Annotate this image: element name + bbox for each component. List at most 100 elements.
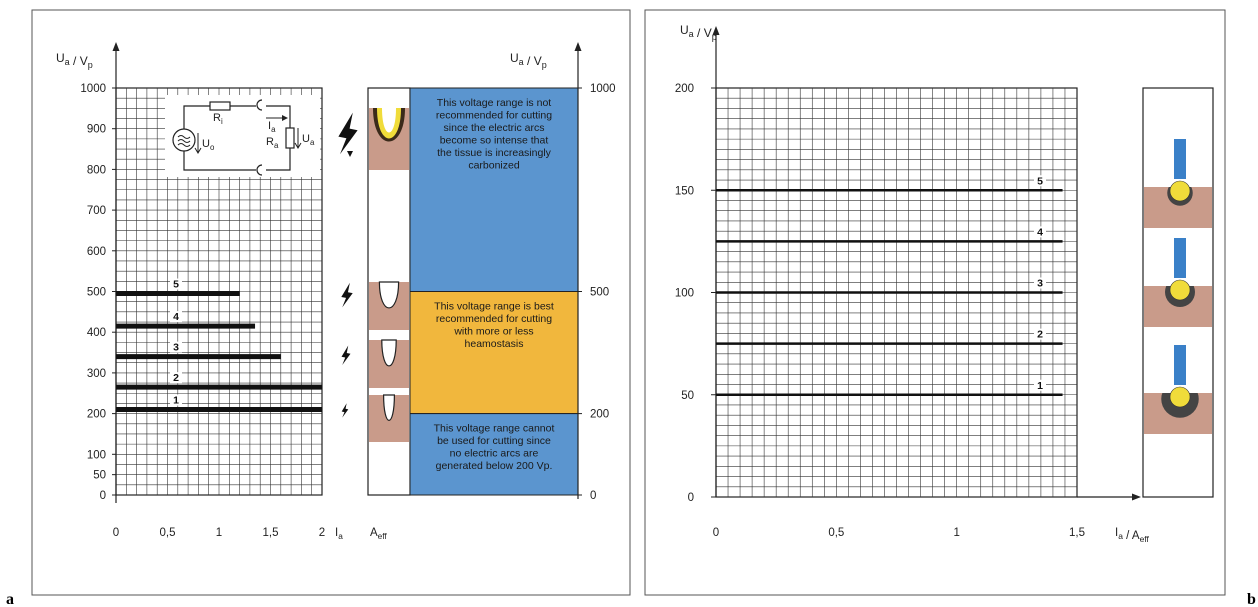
load-line-label-5: 5 [173, 279, 179, 291]
y-axis-a-left-label: Ua / Vp [56, 51, 93, 70]
load-line-b-label-bg [1034, 175, 1046, 187]
y-axis-b-label: Ua / Vp [680, 23, 717, 42]
cut-groove-icon [378, 281, 400, 309]
lightning-icon [341, 345, 351, 365]
terminal-bottom-icon [256, 164, 263, 176]
voltage-zone-text: This voltage range is not [437, 97, 551, 109]
ball-electrode-icon [1169, 386, 1191, 408]
voltage-zone-text: become so intense that [440, 135, 549, 147]
lightning-icon [341, 403, 349, 418]
voltage-zone-text: be used for cutting since [437, 435, 551, 447]
load-line-b-label-bg [1034, 226, 1046, 238]
voltage-zone-text: the tissue is increasingly [437, 147, 552, 159]
y-axis-a-right-label: Ua / Vp [510, 51, 547, 70]
y-tick-label-a-left: 600 [87, 246, 106, 258]
x-tick-label-a: 1,5 [263, 527, 279, 539]
cut-groove-icon [382, 394, 396, 421]
x-tick-label-b: 0 [713, 527, 719, 539]
y-tick-label-a-left: 50 [93, 470, 106, 482]
cut-groove-icon [382, 108, 396, 133]
load-line-b-label-2: 2 [1037, 329, 1043, 341]
voltage-zone-text: generated below 200 Vp. [436, 460, 553, 472]
y-axis-b-arrow [712, 26, 720, 35]
x-tick-label-a: 0,5 [160, 527, 176, 539]
lightning-arrow-icon [347, 151, 353, 157]
load-line-label-bg [170, 311, 182, 323]
y-tick-label-b: 50 [681, 390, 694, 402]
y-tick-label-a-left: 200 [87, 409, 106, 421]
y-tick-label-a-right: 200 [590, 409, 609, 421]
x-tick-label-b: 1 [953, 527, 959, 539]
voltage-zone-text: heamostasis [465, 338, 524, 350]
ua-arrow-icon [294, 128, 302, 149]
y-tick-label-a-left: 1000 [80, 83, 106, 95]
y-tick-label-b: 0 [688, 492, 694, 504]
panel-a-label: a [6, 591, 14, 607]
load-line-label-bg [170, 394, 182, 406]
circuit-ua-label: Ua [302, 133, 315, 147]
x-axis-b-arrow [1132, 493, 1141, 501]
load-line-b-label-3: 3 [1037, 278, 1043, 290]
panel-b-frame [644, 9, 1226, 596]
load-line-b-label-4: 4 [1037, 226, 1043, 238]
voltage-zone-text: recommended for cutting [436, 313, 552, 325]
ball-electrode-icon [1169, 180, 1191, 202]
circuit-ri-label: Ri [213, 112, 223, 126]
load-line-label-4: 4 [173, 311, 179, 323]
voltage-zone-text: with more or less [453, 326, 533, 338]
load-line-label-bg [170, 341, 182, 353]
current-arrow-icon [282, 115, 288, 121]
wire-bottom-left [183, 151, 256, 171]
wire-bottom-right [266, 148, 291, 171]
wire-top-right [266, 105, 291, 128]
electrode-shaft-icon [1174, 238, 1186, 278]
circuit-uo-label: Uo [202, 138, 215, 152]
panel-a-frame [31, 9, 631, 596]
terminal-top-icon [256, 99, 263, 111]
voltage-zone-text: no electric arcs are [450, 448, 539, 460]
circuit-ia-label: Ia [268, 120, 276, 134]
lightning-icon [341, 282, 353, 308]
panel-b-label: b [1247, 591, 1256, 607]
y-tick-label-a-left: 400 [87, 327, 106, 339]
resistor-ri-icon [209, 101, 231, 111]
y-tick-label-b: 200 [675, 83, 694, 95]
load-line-label-bg [170, 278, 182, 290]
load-line-b-label-bg [1034, 379, 1046, 391]
y-tick-label-a-left: 700 [87, 205, 106, 217]
voltage-zone-text: carbonized [468, 160, 520, 172]
y-axis-a-right-arrow [574, 42, 582, 51]
y-tick-label-b: 100 [675, 288, 694, 300]
x-tick-label-a: 0 [113, 527, 119, 539]
ac-wave-icon [177, 135, 191, 147]
electrode-shaft-icon [1174, 139, 1186, 179]
y-tick-label-a-right: 500 [590, 287, 609, 299]
y-tick-label-a-left: 100 [87, 449, 106, 461]
load-line-b-label-5: 5 [1037, 175, 1043, 187]
load-line-label-3: 3 [173, 342, 179, 354]
electrode-shaft-icon [1174, 345, 1186, 385]
load-line-b-label-1: 1 [1037, 380, 1043, 392]
circuit-ra-label: Ra [266, 136, 279, 150]
panel-a: Ua / Vp100090080070060050040030020010050… [56, 42, 616, 541]
x-tick-label-a: 2 [319, 527, 325, 539]
wire-top-left [183, 105, 210, 129]
load-line-b-label-bg [1034, 328, 1046, 340]
y-tick-label-a-right: 0 [590, 490, 596, 502]
voltage-zone-text: This voltage range is best [434, 301, 554, 313]
y-tick-label-b: 150 [675, 185, 694, 197]
y-axis-a-left-arrow [112, 42, 120, 51]
load-line-label-2: 2 [173, 372, 179, 384]
x-tick-label-a: 1 [216, 527, 222, 539]
load-line-label-bg [170, 372, 182, 384]
panel-b: Ua / Vp 200 150 100 50 0 0 0,5 1 1,5 Ia / Aeff 1 2 3 4… [675, 23, 1214, 544]
voltage-zone-text: recommended for cutting [436, 110, 552, 122]
lightning-icon [338, 112, 358, 155]
voltage-zone-text: This voltage range cannot [434, 423, 555, 435]
y-tick-label-a-left: 800 [87, 164, 106, 176]
x-axis-a-label-a: Aeff [370, 527, 387, 541]
x-tick-label-b: 0,5 [828, 527, 844, 539]
y-tick-label-a-left: 0 [100, 490, 106, 502]
voltage-zone-2 [409, 291, 579, 415]
